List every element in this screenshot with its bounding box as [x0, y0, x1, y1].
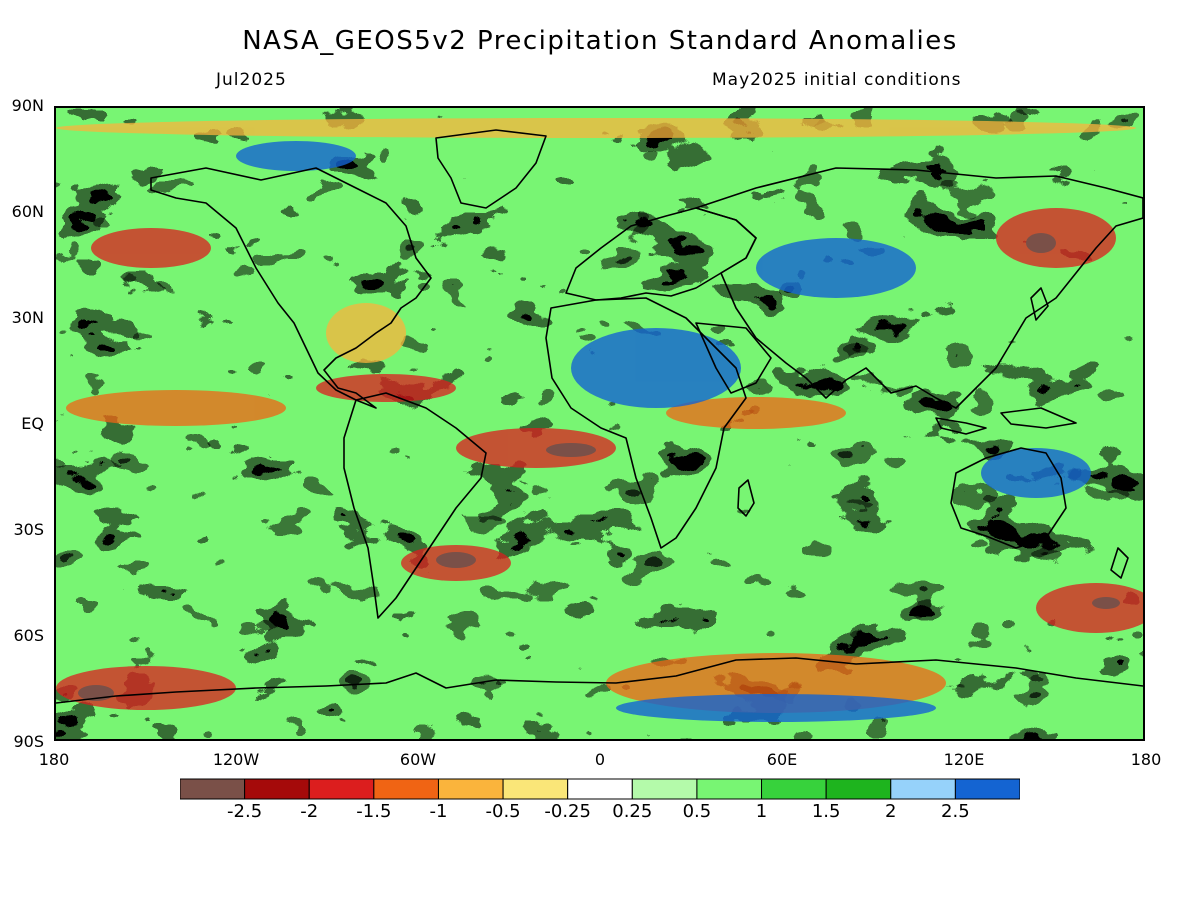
colorbar-label: -1 [429, 801, 448, 822]
colorbar-swatch [954, 778, 1020, 800]
colorbar-swatch [308, 778, 375, 800]
lat-label-60s: 60S [13, 626, 44, 645]
colorbar [180, 778, 1020, 800]
colorbar-swatch [180, 778, 246, 800]
colorbar-swatch [631, 778, 698, 800]
lon-label-60e: 60E [766, 750, 798, 769]
colorbar-swatch [373, 778, 439, 800]
colorbar-label: 0.25 [612, 801, 653, 822]
chart-title: NASA_GEOS5v2 Precipitation Standard Anom… [242, 26, 958, 56]
colorbar-swatch [825, 778, 892, 800]
colorbar-label: -0.25 [544, 801, 591, 822]
valid-month-label: Jul2025 [216, 70, 287, 90]
lat-label-30s: 30S [13, 520, 44, 539]
lat-label-eq: EQ [21, 414, 44, 433]
colorbar-swatch [761, 778, 827, 800]
colorbar-label: 1.5 [811, 801, 841, 822]
lon-label-120w: 120W [212, 750, 260, 769]
colorbar-swatch [244, 778, 310, 800]
init-conditions-label: May2025 initial conditions [712, 70, 962, 90]
colorbar-label: 1 [755, 801, 768, 822]
lat-label-90n: 90N [11, 96, 44, 115]
lat-label-90s: 90S [13, 732, 44, 751]
lon-label-180e: 180 [1130, 750, 1162, 769]
colorbar-swatch [502, 778, 569, 800]
lon-label-0: 0 [594, 750, 606, 769]
lon-label-120e: 120E [943, 750, 985, 769]
colorbar-swatch [696, 778, 763, 800]
colorbar-swatch [437, 778, 504, 800]
lat-label-60n: 60N [11, 202, 44, 221]
lon-label-60w: 60W [399, 750, 437, 769]
colorbar-label: -0.5 [485, 801, 521, 822]
colorbar-swatch [890, 778, 956, 800]
lat-label-30n: 30N [11, 308, 44, 327]
colorbar-swatch [567, 778, 633, 800]
colorbar-label: -2.5 [227, 801, 263, 822]
precipitation-anomaly-map [54, 106, 1145, 741]
lon-label-180w: 180 [38, 750, 70, 769]
colorbar-label: 2.5 [941, 801, 970, 822]
world-map-coastlines-icon [56, 108, 1143, 739]
colorbar-label: -2 [300, 801, 319, 822]
colorbar-label: 0.5 [682, 801, 712, 822]
colorbar-label: 2 [885, 801, 897, 822]
colorbar-label: -1.5 [356, 801, 392, 822]
